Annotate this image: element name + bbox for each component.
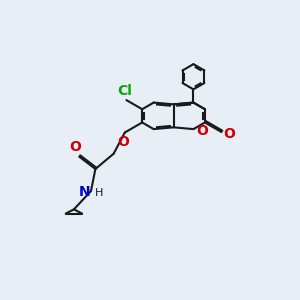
Text: O: O [223, 127, 235, 141]
Text: H: H [94, 188, 103, 198]
Text: O: O [118, 135, 130, 149]
Text: O: O [196, 124, 208, 138]
Text: N: N [79, 185, 90, 199]
Text: Cl: Cl [118, 84, 132, 98]
Text: O: O [70, 140, 82, 154]
